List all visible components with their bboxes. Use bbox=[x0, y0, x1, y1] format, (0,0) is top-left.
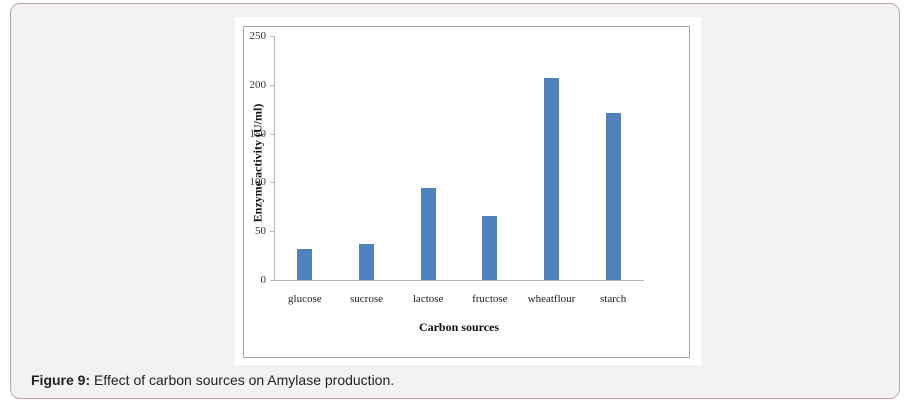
x-tick-label-lactose: lactose bbox=[412, 293, 444, 305]
chart-frame: 0 50 100 150 200 250 glucose sucrose lactose fruc… bbox=[243, 26, 690, 358]
y-tick-mark bbox=[270, 36, 274, 37]
y-tick-mark bbox=[270, 280, 274, 281]
y-axis-line bbox=[274, 36, 275, 280]
y-tick-mark bbox=[270, 231, 274, 233]
y-tick-mark bbox=[270, 84, 274, 86]
bar-chart-plot: 0 50 100 150 200 250 glucose sucrose lactose fruc… bbox=[244, 27, 689, 357]
bar-glucose bbox=[297, 248, 313, 280]
y-tick-mark bbox=[270, 133, 274, 135]
y-tick-label: 100 bbox=[249, 176, 267, 189]
x-tick-label-fructose: fructose bbox=[472, 293, 508, 305]
x-axis-title: Carbon sources bbox=[418, 320, 500, 334]
y-tick-label: 150 bbox=[249, 127, 267, 140]
bar-fructose bbox=[482, 215, 498, 280]
caption-label: Figure 9: bbox=[31, 372, 91, 388]
x-tick-label-starch: starch bbox=[600, 293, 627, 305]
x-tick-label-sucrose: sucrose bbox=[350, 293, 383, 305]
figure-image: 0 50 100 150 200 250 glucose sucrose lactose fruc… bbox=[235, 17, 701, 365]
figure-card: 0 50 100 150 200 250 glucose sucrose lactose fruc… bbox=[10, 3, 900, 399]
caption-text: Effect of carbon sources on Amylase prod… bbox=[90, 372, 395, 388]
y-tick-label: 200 bbox=[249, 78, 267, 91]
x-tick-label-glucose: glucose bbox=[288, 293, 322, 305]
y-tick-label: 0 bbox=[260, 274, 267, 286]
bar-starch bbox=[605, 113, 621, 280]
x-axis-line bbox=[274, 280, 644, 281]
bar-wheatflour bbox=[544, 77, 559, 280]
y-tick-label: 50 bbox=[255, 225, 266, 238]
bar-sucrose bbox=[359, 243, 374, 280]
y-tick-label: 250 bbox=[249, 30, 267, 42]
bar-lactose bbox=[420, 188, 436, 280]
figure-caption: Figure 9: Effect of carbon sources on Am… bbox=[31, 372, 394, 388]
x-tick-label-wheatflour: wheatflour bbox=[527, 293, 576, 305]
y-axis-title: Enzyme activity (U/ml) bbox=[250, 103, 265, 223]
y-tick-mark bbox=[270, 182, 274, 184]
